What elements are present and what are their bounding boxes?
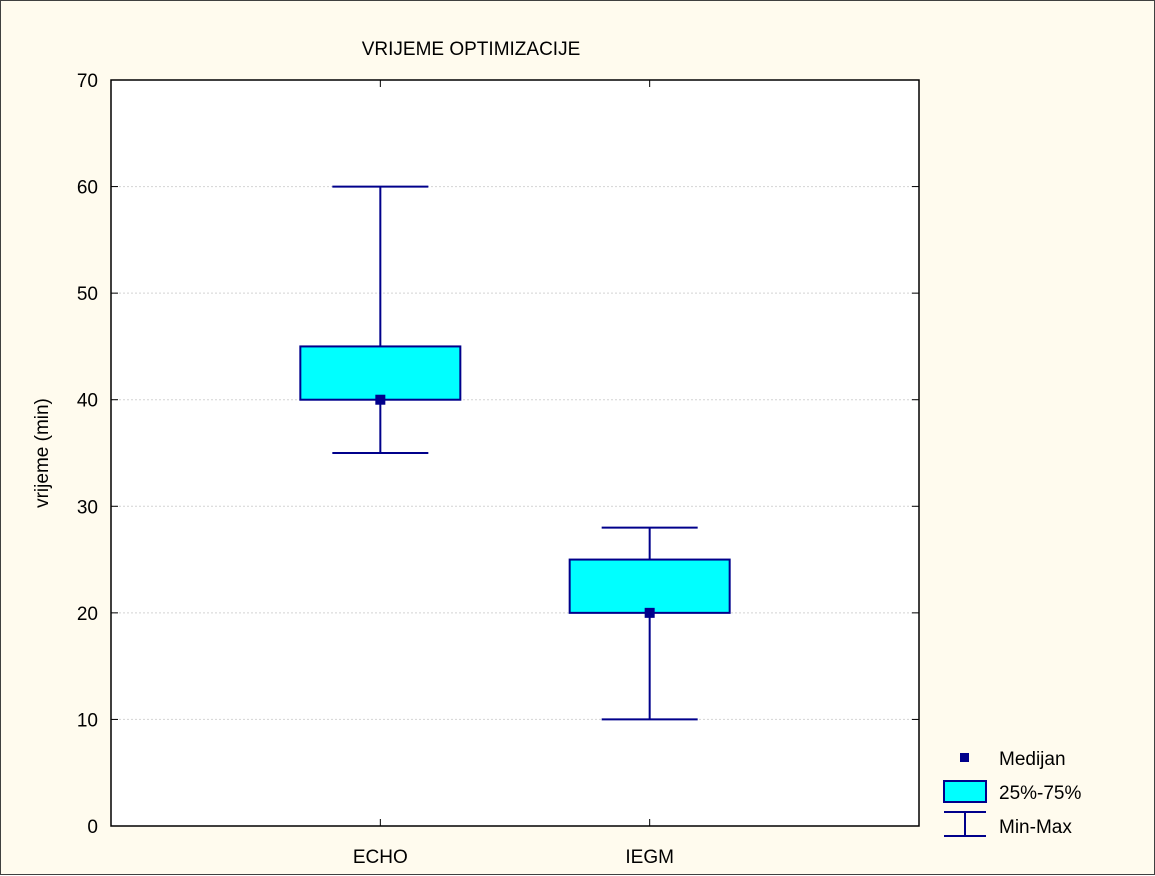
y-axis-ticks: 0 10 20 30 40 50 60 70 (77, 71, 919, 838)
iqr-box (568, 558, 731, 614)
y-tick-label: 30 (77, 497, 98, 518)
y-tick-label: 70 (77, 71, 98, 92)
legend: Medijan 25%-75% Min-Max (943, 749, 1081, 838)
median-marker (644, 607, 655, 618)
y-axis-label: vrijeme (min) (32, 398, 53, 508)
legend-box-label: 25%-75% (999, 783, 1081, 804)
box-series (299, 185, 731, 721)
y-tick-label: 50 (77, 284, 98, 305)
x-tick-label: IEGM (625, 847, 674, 868)
y-tick-label: 40 (77, 391, 98, 412)
y-tick-label: 60 (77, 178, 98, 199)
y-tick-label: 10 (77, 710, 98, 731)
legend-box-swatch (943, 780, 987, 803)
x-tick-label: ECHO (353, 847, 408, 868)
legend-minmax-label: Min-Max (999, 817, 1072, 838)
median-marker (375, 394, 386, 405)
iqr-box (299, 345, 462, 401)
plot-area (111, 80, 919, 826)
y-tick-label: 20 (77, 604, 98, 625)
plot-border (110, 79, 920, 827)
y-tick-label: 0 (87, 817, 98, 838)
legend-median-label: Medijan (999, 749, 1066, 770)
legend-median-swatch (960, 753, 969, 762)
x-axis-ticks: ECHO IEGM (353, 80, 674, 868)
chart-title: VRIJEME OPTIMIZACIJE (362, 39, 581, 60)
grid-lines (111, 186, 919, 720)
